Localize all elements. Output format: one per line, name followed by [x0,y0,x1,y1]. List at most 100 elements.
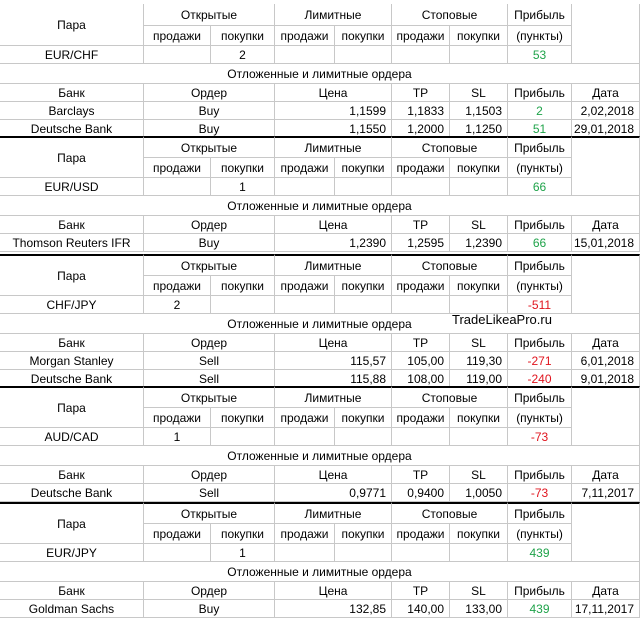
points-header: (пункты) [508,408,572,428]
order-header: Ордер [144,216,275,234]
pair-name: AUD/CAD [0,428,144,446]
tp-header: TP [392,84,450,102]
stop-header: Стоповые [392,4,508,26]
order-tp: 1,1833 [392,102,450,120]
sl-header: SL [450,84,508,102]
stop-sell-header: продажи [392,276,450,296]
date-header: Дата [572,582,640,600]
points-header: (пункты) [508,524,572,544]
limit-header: Лимитные [275,4,392,26]
open-header: Открытые [144,386,275,408]
order-sl: 1,0050 [450,484,508,502]
order-price: 1,2390 [275,234,392,252]
order-bank: Deutsche Bank [0,370,144,388]
limit-buy-header: покупки [335,276,392,296]
order-bank: Thomson Reuters IFR [0,234,144,252]
limit-header: Лимитные [275,254,392,276]
order-price: 132,85 [275,600,392,618]
stop-header: Стоповые [392,502,508,524]
limit-buy-header: покупки [335,26,392,46]
order-bank: Goldman Sachs [0,600,144,618]
pair-profit: -511 [508,296,572,314]
stop-header: Стоповые [392,136,508,158]
price-header: Цена [275,582,392,600]
price-header: Цена [275,216,392,234]
order-profit: -271 [508,352,572,370]
open-buy-header: покупки [211,26,275,46]
stop-header: Стоповые [392,386,508,408]
open-header: Открытые [144,136,275,158]
date-header: Дата [572,216,640,234]
pair-header: Пара [0,502,144,544]
profit-header: Прибыль [508,386,572,408]
sl-header: SL [450,334,508,352]
points-header: (пункты) [508,26,572,46]
order-bank: Deutsche Bank [0,484,144,502]
deferred-orders-title: Отложенные и лимитные ордера [0,64,640,84]
stop-sell-value [392,296,450,314]
open-sell-value: 2 [144,296,211,314]
order-date: 7,11,2017 [572,484,640,502]
order-header: Ордер [144,334,275,352]
pair-profit: -73 [508,428,572,446]
limit-buy-header: покупки [335,408,392,428]
open-buy-value [211,296,275,314]
limit-buy-header: покупки [335,524,392,544]
order-type: Sell [144,352,275,370]
tp-header: TP [392,582,450,600]
open-buy-header: покупки [211,276,275,296]
date-header: Дата [572,334,640,352]
order-sl: 133,00 [450,600,508,618]
limit-sell-value [275,46,335,64]
order-sl: 119,30 [450,352,508,370]
stop-sell-value [392,544,450,562]
limit-sell-value [275,296,335,314]
order-header: Ордер [144,582,275,600]
bank-header: Банк [0,334,144,352]
order-tp: 105,00 [392,352,450,370]
order-header: Ордер [144,84,275,102]
limit-sell-header: продажи [275,276,335,296]
order-sl: 1,1503 [450,102,508,120]
empty-cell [572,4,640,64]
limit-header: Лимитные [275,386,392,408]
stop-buy-value [450,178,508,196]
price-header: Цена [275,466,392,484]
limit-buy-header: покупки [335,158,392,178]
order-date: 6,01,2018 [572,352,640,370]
empty-cell [572,136,640,196]
order-header: Ордер [144,466,275,484]
open-sell-header: продажи [144,524,211,544]
pair-name: CHF/JPY [0,296,144,314]
bank-header: Банк [0,84,144,102]
stop-sell-value [392,46,450,64]
profit-header: Прибыль [508,136,572,158]
tp-header: TP [392,216,450,234]
stop-sell-value [392,428,450,446]
stop-sell-value [392,178,450,196]
pair-profit: 66 [508,178,572,196]
tp-header: TP [392,334,450,352]
stop-buy-header: покупки [450,408,508,428]
open-buy-header: покупки [211,158,275,178]
sl-header: SL [450,466,508,484]
open-sell-header: продажи [144,276,211,296]
open-buy-header: покупки [211,524,275,544]
order-profit: 51 [508,120,572,138]
open-sell-header: продажи [144,408,211,428]
open-sell-header: продажи [144,158,211,178]
open-sell-header: продажи [144,26,211,46]
stop-sell-header: продажи [392,158,450,178]
order-tp: 1,2000 [392,120,450,138]
date-header: Дата [572,84,640,102]
pair-profit: 53 [508,46,572,64]
empty-cell [572,502,640,562]
limit-header: Лимитные [275,136,392,158]
order-tp: 1,2595 [392,234,450,252]
profit-header: Прибыль [508,4,572,26]
order-profit: 66 [508,234,572,252]
limit-header: Лимитные [275,502,392,524]
limit-sell-value [275,544,335,562]
open-header: Открытые [144,4,275,26]
order-profit-header: Прибыль [508,466,572,484]
